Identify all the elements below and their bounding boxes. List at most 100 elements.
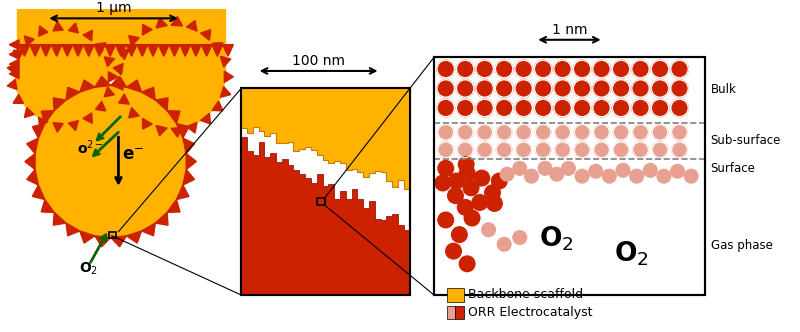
Polygon shape bbox=[17, 9, 225, 79]
Circle shape bbox=[612, 99, 630, 117]
Polygon shape bbox=[212, 101, 223, 111]
Polygon shape bbox=[24, 36, 34, 46]
Polygon shape bbox=[158, 44, 169, 56]
Polygon shape bbox=[54, 212, 66, 225]
Polygon shape bbox=[104, 57, 114, 66]
Circle shape bbox=[458, 124, 473, 140]
Circle shape bbox=[633, 124, 648, 140]
Circle shape bbox=[15, 30, 109, 124]
Polygon shape bbox=[66, 87, 80, 100]
Circle shape bbox=[516, 124, 531, 140]
Circle shape bbox=[477, 142, 493, 158]
Circle shape bbox=[534, 80, 552, 97]
Polygon shape bbox=[68, 121, 78, 130]
Polygon shape bbox=[110, 76, 126, 87]
Polygon shape bbox=[142, 223, 155, 236]
Circle shape bbox=[555, 124, 570, 140]
Polygon shape bbox=[129, 36, 139, 46]
Polygon shape bbox=[32, 124, 45, 138]
Circle shape bbox=[652, 142, 668, 158]
Polygon shape bbox=[118, 94, 130, 104]
Circle shape bbox=[446, 243, 462, 259]
Polygon shape bbox=[202, 44, 212, 56]
Circle shape bbox=[438, 124, 454, 140]
Circle shape bbox=[515, 60, 533, 78]
Circle shape bbox=[652, 124, 668, 140]
Polygon shape bbox=[142, 119, 152, 129]
Polygon shape bbox=[126, 80, 142, 92]
Circle shape bbox=[670, 80, 688, 97]
Circle shape bbox=[495, 60, 513, 78]
Polygon shape bbox=[42, 111, 54, 124]
Circle shape bbox=[632, 60, 650, 78]
Circle shape bbox=[670, 164, 684, 178]
Text: Bulk: Bulk bbox=[710, 83, 737, 96]
Polygon shape bbox=[186, 123, 197, 133]
Bar bbox=[109, 232, 115, 238]
Polygon shape bbox=[80, 80, 95, 92]
Polygon shape bbox=[83, 113, 92, 123]
Circle shape bbox=[594, 124, 610, 140]
Polygon shape bbox=[109, 72, 118, 82]
Polygon shape bbox=[66, 223, 80, 236]
Polygon shape bbox=[7, 79, 17, 90]
Bar bbox=[455, 306, 464, 319]
Circle shape bbox=[498, 237, 511, 251]
Circle shape bbox=[495, 80, 513, 97]
Bar bbox=[241, 89, 410, 295]
Polygon shape bbox=[95, 76, 110, 87]
Polygon shape bbox=[201, 30, 210, 40]
Circle shape bbox=[448, 188, 463, 204]
Circle shape bbox=[437, 99, 454, 117]
Polygon shape bbox=[38, 117, 48, 127]
Polygon shape bbox=[126, 231, 142, 243]
Circle shape bbox=[614, 124, 629, 140]
Polygon shape bbox=[212, 44, 222, 56]
Circle shape bbox=[670, 99, 688, 117]
Polygon shape bbox=[114, 63, 123, 75]
Polygon shape bbox=[32, 185, 45, 200]
Circle shape bbox=[485, 185, 500, 201]
Polygon shape bbox=[41, 44, 51, 56]
Polygon shape bbox=[241, 89, 410, 195]
Circle shape bbox=[630, 169, 643, 183]
Circle shape bbox=[486, 196, 502, 211]
Circle shape bbox=[534, 99, 552, 117]
Circle shape bbox=[437, 60, 454, 78]
Circle shape bbox=[602, 169, 616, 183]
Polygon shape bbox=[105, 44, 115, 56]
Circle shape bbox=[491, 173, 507, 189]
Polygon shape bbox=[186, 21, 197, 31]
Polygon shape bbox=[110, 236, 126, 247]
Polygon shape bbox=[7, 64, 17, 74]
Polygon shape bbox=[30, 44, 41, 56]
Polygon shape bbox=[10, 49, 19, 59]
Text: 1 μm: 1 μm bbox=[96, 1, 131, 15]
Polygon shape bbox=[27, 138, 38, 154]
Circle shape bbox=[437, 80, 454, 97]
Polygon shape bbox=[201, 114, 210, 124]
Polygon shape bbox=[222, 44, 234, 56]
Circle shape bbox=[482, 223, 495, 236]
Polygon shape bbox=[10, 40, 19, 49]
Circle shape bbox=[562, 162, 575, 175]
Circle shape bbox=[574, 142, 590, 158]
Circle shape bbox=[500, 167, 514, 181]
Circle shape bbox=[589, 164, 602, 178]
Circle shape bbox=[474, 170, 490, 186]
Circle shape bbox=[550, 167, 563, 181]
Text: O$_2$: O$_2$ bbox=[614, 240, 649, 268]
Circle shape bbox=[458, 200, 473, 215]
Circle shape bbox=[555, 142, 570, 158]
Polygon shape bbox=[115, 44, 126, 56]
Circle shape bbox=[684, 169, 698, 183]
Circle shape bbox=[632, 80, 650, 97]
Circle shape bbox=[457, 99, 474, 117]
Text: 100 nm: 100 nm bbox=[292, 54, 345, 68]
Polygon shape bbox=[190, 44, 202, 56]
Circle shape bbox=[538, 162, 552, 175]
Circle shape bbox=[651, 99, 669, 117]
Circle shape bbox=[515, 99, 533, 117]
Polygon shape bbox=[177, 124, 189, 138]
Circle shape bbox=[451, 227, 467, 242]
